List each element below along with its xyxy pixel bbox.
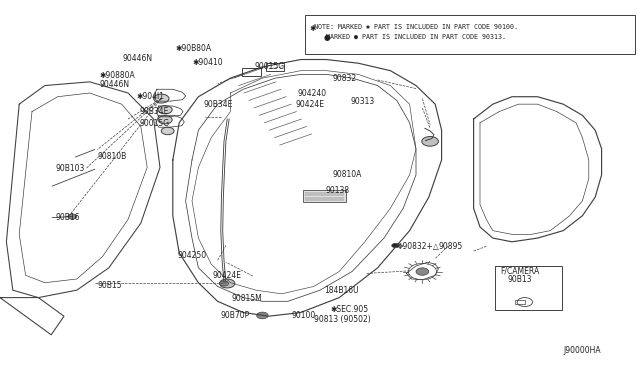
- Text: 904250: 904250: [178, 251, 207, 260]
- Circle shape: [416, 268, 429, 275]
- Text: ●: ●: [323, 33, 330, 42]
- Text: F/CAMERA: F/CAMERA: [500, 266, 540, 275]
- Text: 90015G: 90015G: [255, 62, 285, 71]
- Text: 90B16: 90B16: [55, 213, 79, 222]
- Bar: [495, 266, 562, 310]
- Circle shape: [257, 312, 268, 319]
- Circle shape: [158, 116, 172, 124]
- Text: ✱90B80A: ✱90B80A: [175, 44, 211, 53]
- Text: 90810B: 90810B: [97, 152, 127, 161]
- Circle shape: [392, 243, 399, 248]
- Text: 90B34E: 90B34E: [204, 100, 233, 109]
- Text: 90815M: 90815M: [232, 294, 262, 303]
- Text: 90B34E: 90B34E: [140, 107, 169, 116]
- Bar: [242, 68, 261, 76]
- Text: ✱90880A: ✱90880A: [99, 71, 135, 80]
- Text: 90895: 90895: [438, 242, 463, 251]
- Text: 90B13: 90B13: [508, 275, 532, 284]
- Text: NOTE: MARKED ✱ PART IS INCLUDED IN PART CODE 90100.: NOTE: MARKED ✱ PART IS INCLUDED IN PART …: [314, 24, 518, 30]
- Text: 90B70P: 90B70P: [220, 311, 250, 320]
- Text: MARKED ● PART IS INCLUDED IN PART CODE 90313.: MARKED ● PART IS INCLUDED IN PART CODE 9…: [326, 33, 506, 39]
- Circle shape: [68, 214, 77, 219]
- Text: 90832: 90832: [333, 74, 357, 83]
- Text: 184B16U: 184B16U: [324, 286, 358, 295]
- Text: 90B103: 90B103: [55, 164, 84, 173]
- Text: 90813 (90502): 90813 (90502): [314, 315, 371, 324]
- Text: ✱SEC.905: ✱SEC.905: [330, 305, 369, 314]
- Text: ✱904l1: ✱904l1: [136, 92, 164, 101]
- Text: 90138: 90138: [325, 186, 349, 195]
- Text: 90313: 90313: [351, 97, 375, 106]
- Bar: [266, 63, 284, 71]
- Circle shape: [158, 106, 172, 114]
- Bar: [303, 190, 346, 202]
- Circle shape: [220, 281, 228, 286]
- Text: J90000HA: J90000HA: [563, 346, 601, 355]
- Circle shape: [161, 127, 174, 135]
- Text: 90100: 90100: [291, 311, 316, 320]
- Text: 90B15: 90B15: [97, 281, 122, 290]
- Text: 90446N: 90446N: [99, 80, 129, 89]
- Text: 904240: 904240: [298, 89, 327, 98]
- Text: 90810A: 90810A: [333, 170, 362, 179]
- Text: 90424E: 90424E: [296, 100, 324, 109]
- Circle shape: [422, 137, 438, 146]
- Text: 90015G: 90015G: [140, 119, 170, 128]
- Text: ✱: ✱: [310, 24, 316, 33]
- Text: 90424E: 90424E: [212, 271, 241, 280]
- Text: ✱90410: ✱90410: [192, 58, 223, 67]
- Text: 90446N: 90446N: [123, 54, 153, 63]
- Circle shape: [220, 279, 235, 288]
- Text: ✥90832+△: ✥90832+△: [397, 242, 440, 251]
- Bar: [515, 300, 525, 304]
- Circle shape: [154, 94, 169, 103]
